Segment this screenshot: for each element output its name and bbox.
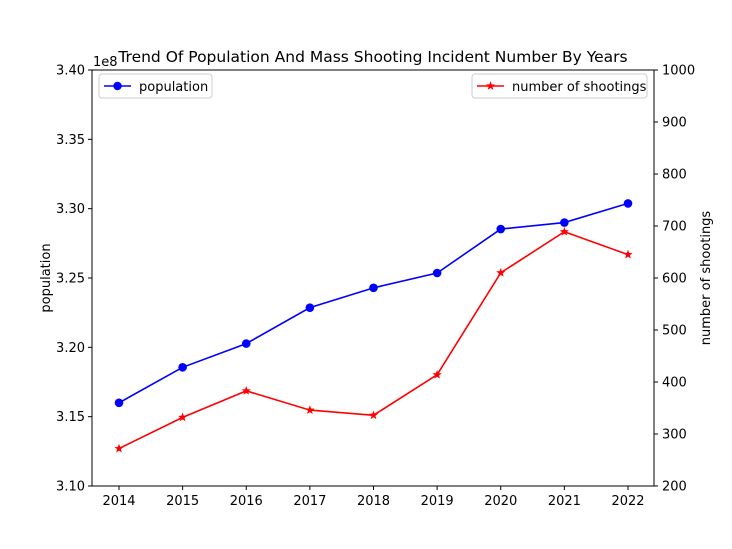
data-point-population	[623, 199, 633, 208]
data-point-number-of-shootings	[559, 226, 569, 236]
right-tick-label: 700	[662, 220, 687, 235]
plot-frame	[91, 69, 655, 487]
legend-marker-shootings	[485, 81, 496, 90]
left-axis: 3.10 3.15 3.20 3.25 3.30 3.35 3.40	[56, 64, 92, 495]
data-point-number-of-shootings	[496, 268, 506, 277]
left-tick-label: 3.35	[56, 133, 85, 148]
legend-label-population: population	[139, 80, 208, 95]
left-tick-label: 3.40	[56, 64, 85, 79]
data-point-number-of-shootings	[114, 443, 124, 453]
right-axis: 200 300 400 500 600 700 800 900 1000	[654, 64, 695, 495]
x-tick-label: 2018	[357, 494, 390, 509]
right-axis-label: number of shootings	[699, 211, 714, 346]
series-layer	[114, 199, 633, 453]
data-point-population	[369, 283, 378, 293]
x-tick-label: 2019	[421, 494, 454, 509]
left-tick-label: 3.25	[56, 272, 85, 287]
x-tick-label: 2020	[484, 494, 517, 509]
right-tick-label: 600	[662, 272, 687, 287]
x-tick-label: 2022	[611, 494, 644, 509]
data-point-population	[241, 339, 251, 348]
right-tick-label: 300	[662, 428, 687, 443]
x-axis: 2014 2015 2016 2017 2018 2019 2020 2021 2022	[102, 486, 645, 509]
left-axis-offset-text: 1e8	[93, 55, 118, 70]
left-axis-label: population	[39, 243, 54, 312]
data-point-number-of-shootings	[623, 249, 633, 259]
data-point-number-of-shootings	[432, 369, 442, 379]
left-tick-label: 3.10	[56, 480, 85, 495]
left-tick-label: 3.20	[56, 341, 85, 356]
right-tick-label: 800	[662, 168, 687, 183]
data-point-number-of-shootings	[368, 410, 379, 420]
legend-marker-population	[113, 81, 122, 91]
data-point-population	[432, 268, 442, 278]
data-point-population	[496, 224, 506, 234]
legend-population: population	[98, 73, 213, 99]
x-tick-label: 2017	[293, 494, 326, 509]
series-line-population	[118, 202, 629, 404]
left-tick-label: 3.30	[56, 202, 85, 217]
right-tick-label: 500	[662, 324, 687, 339]
data-point-number-of-shootings	[178, 412, 188, 422]
right-tick-label: 900	[662, 116, 687, 131]
data-point-number-of-shootings	[241, 386, 251, 395]
right-tick-label: 400	[662, 376, 687, 391]
right-tick-label: 1000	[662, 64, 695, 79]
legend-label-shootings: number of shootings	[512, 80, 647, 95]
x-tick-label: 2016	[230, 494, 263, 509]
data-point-population	[305, 303, 315, 312]
x-tick-label: 2014	[102, 494, 135, 509]
x-tick-label: 2015	[166, 494, 199, 509]
data-point-population	[560, 218, 569, 227]
x-tick-label: 2021	[548, 494, 581, 509]
data-point-population	[114, 398, 124, 408]
chart-title: Trend Of Population And Mass Shooting In…	[117, 48, 627, 66]
legend-box	[471, 73, 648, 99]
data-point-population	[178, 363, 187, 372]
data-point-number-of-shootings	[305, 405, 315, 414]
right-tick-label: 200	[662, 480, 687, 495]
left-tick-label: 3.15	[56, 410, 85, 425]
legend-box	[98, 73, 213, 99]
legend-shootings: number of shootings	[471, 73, 648, 99]
